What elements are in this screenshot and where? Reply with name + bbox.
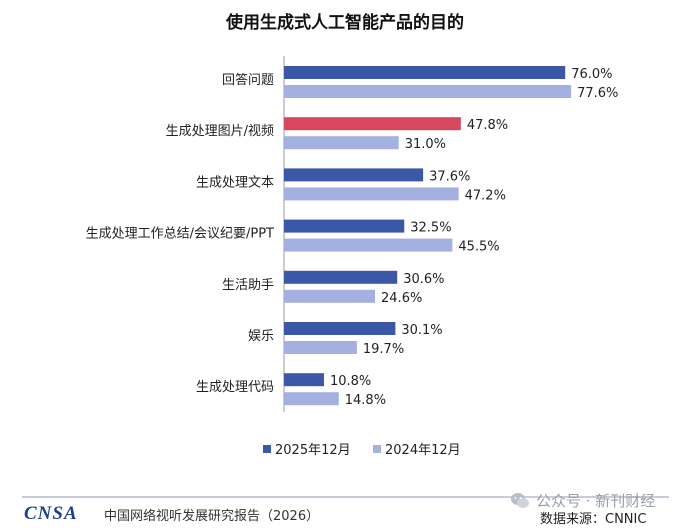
bar [284, 85, 572, 98]
legend-swatch [373, 445, 381, 453]
data-label: 30.6% [403, 272, 444, 287]
cnsa-logo: CNSA [24, 503, 78, 524]
data-label: 47.2% [465, 188, 506, 203]
category-label: 生成处理文本 [196, 175, 274, 190]
legend-label: 2024年12月 [385, 443, 461, 458]
bar [284, 136, 399, 150]
data-label: 77.6% [577, 86, 618, 101]
category-label: 娱乐 [248, 329, 274, 344]
legend-label: 2025年12月 [275, 443, 351, 458]
category-label: 生活助手 [222, 278, 274, 293]
data-label: 24.6% [381, 291, 422, 306]
category-label: 回答问题 [222, 72, 274, 88]
data-label: 76.0% [571, 67, 612, 82]
bar [284, 238, 453, 252]
data-source: 数据来源：CNNIC [540, 512, 647, 527]
data-label: 30.1% [401, 323, 442, 338]
category-label: 生成处理工作总结/会议纪要/PPT [86, 227, 274, 242]
data-label: 14.8% [345, 393, 386, 408]
chart-title: 使用生成式人工智能产品的目的 [225, 12, 464, 33]
bar [284, 117, 461, 131]
bar [284, 66, 566, 79]
bar [284, 168, 424, 182]
wechat-watermark: 公众号 · 新刊财经 [510, 490, 655, 511]
category-label: 生成处理图片/视频 [166, 124, 274, 139]
data-label: 31.0% [405, 137, 446, 152]
footer-divider [22, 496, 669, 498]
data-label: 19.7% [363, 342, 404, 357]
data-label: 45.5% [458, 240, 499, 255]
wechat-icon [511, 492, 529, 508]
category-label: 生成处理代码 [196, 380, 274, 395]
data-label: 47.8% [467, 118, 508, 133]
data-label: 32.5% [410, 221, 451, 236]
bar [284, 187, 459, 201]
data-label: 37.6% [429, 169, 470, 184]
report-name: 中国网络视听发展研究报告（2026） [104, 509, 320, 524]
legend-swatch [263, 445, 271, 453]
bar [284, 219, 405, 233]
bar [284, 392, 339, 406]
data-label: 10.8% [330, 374, 371, 389]
bar [284, 270, 398, 284]
watermark-text: 公众号 · 新刊财经 [536, 492, 656, 510]
bar [284, 373, 324, 387]
bar [284, 289, 376, 303]
bar [284, 341, 357, 354]
bar [284, 322, 396, 335]
